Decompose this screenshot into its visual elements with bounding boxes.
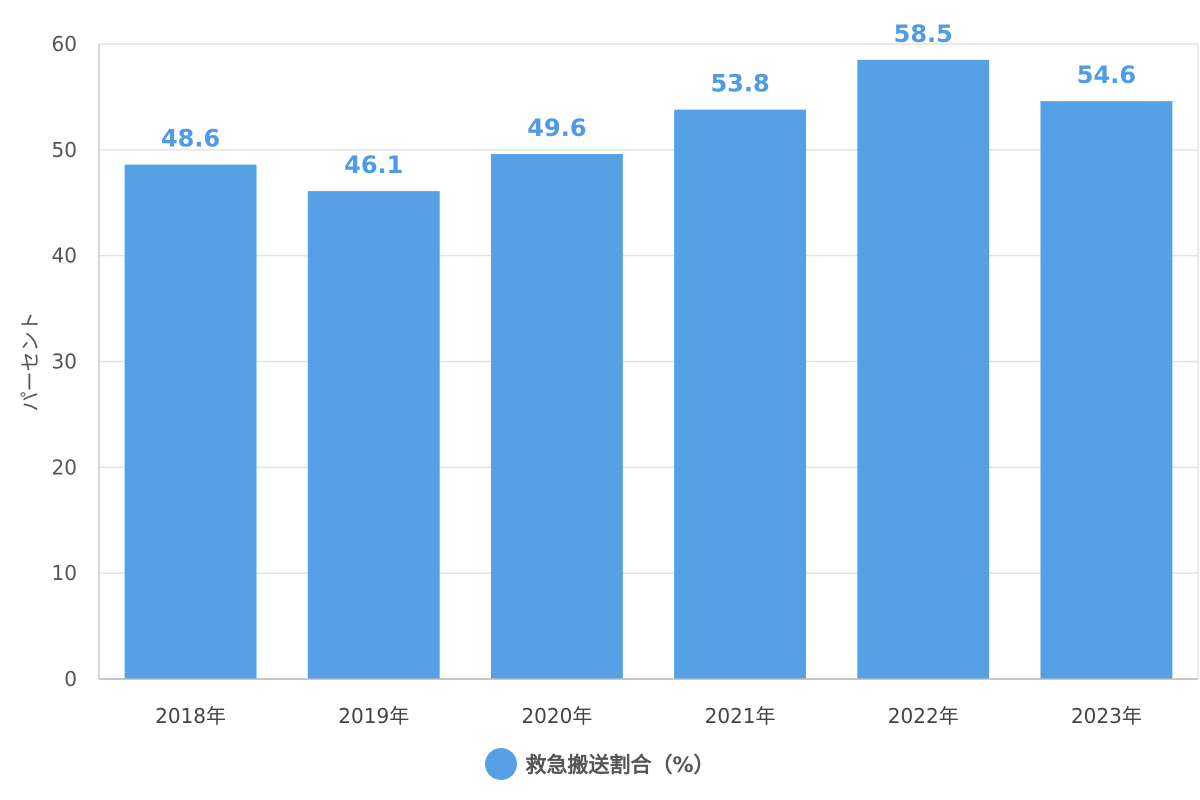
legend-label: 救急搬送割合（%） [525, 753, 715, 777]
y-tick-label: 50 [52, 138, 77, 162]
data-label: 54.6 [1077, 61, 1136, 89]
x-tick-label: 2018年 [155, 704, 226, 728]
y-tick-label: 30 [52, 350, 77, 374]
bar[interactable] [1040, 101, 1173, 679]
bars [124, 59, 1173, 680]
bar-chart: 0 10 20 30 40 50 60 48.6 46.1 49.6 53.8 58.5 54.6 2… [18, 20, 1199, 728]
data-label: 53.8 [710, 70, 769, 98]
legend-item[interactable]: 救急搬送割合（%） [485, 748, 715, 780]
y-tick-label: 40 [52, 244, 77, 268]
y-axis-label: パーセント [18, 312, 42, 412]
x-tick-label: 2021年 [705, 704, 776, 728]
data-label: 46.1 [344, 151, 403, 179]
x-tick-label: 2023年 [1071, 704, 1142, 728]
legend-swatch [485, 748, 518, 780]
bar[interactable] [674, 109, 807, 679]
bar[interactable] [124, 164, 257, 679]
data-label: 48.6 [161, 125, 220, 153]
y-tick-label: 60 [52, 32, 77, 56]
bar[interactable] [857, 59, 990, 679]
bar[interactable] [307, 191, 440, 679]
data-label: 58.5 [894, 20, 953, 48]
y-axis-ticks: 0 10 20 30 40 50 60 [52, 32, 77, 691]
y-tick-label: 0 [64, 667, 77, 691]
y-tick-label: 20 [52, 455, 77, 479]
bar[interactable] [490, 154, 623, 680]
x-tick-label: 2020年 [521, 704, 592, 728]
gridlines [98, 43, 1199, 680]
legend: 救急搬送割合（%） [0, 748, 1200, 784]
data-labels: 48.6 46.1 49.6 53.8 58.5 54.6 [161, 20, 1136, 179]
data-label: 49.6 [527, 114, 586, 142]
x-tick-label: 2022年 [888, 704, 959, 728]
x-axis-ticks: 2018年 2019年 2020年 2021年 2022年 2023年 [155, 704, 1142, 728]
y-tick-label: 10 [52, 561, 77, 585]
x-tick-label: 2019年 [338, 704, 409, 728]
